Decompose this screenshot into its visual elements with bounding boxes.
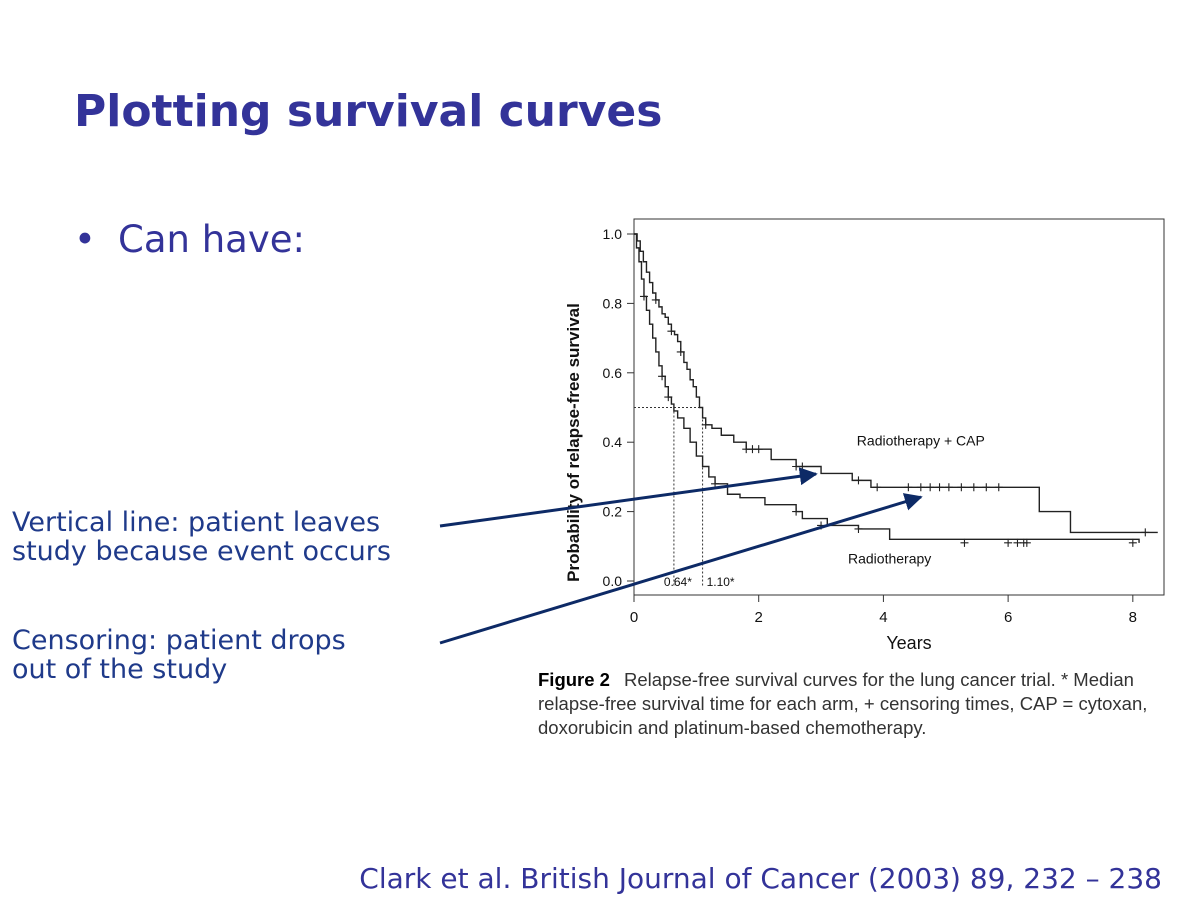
series-label: Radiotherapy [848, 551, 931, 567]
median-label: 0.64* [664, 575, 692, 589]
censor-mark [1141, 528, 1150, 537]
censor-mark [982, 483, 991, 492]
x-tick-label: 8 [1129, 609, 1137, 626]
censor-mark [969, 483, 978, 492]
bullet-item: • Can have: [74, 218, 305, 261]
y-tick-label: 1.0 [603, 226, 623, 242]
y-tick-label: 0.6 [603, 365, 623, 381]
censor-mark [854, 476, 863, 485]
censor-mark [651, 295, 660, 304]
censor-mark [639, 292, 648, 301]
y-tick-label: 0.8 [603, 295, 623, 311]
censor-mark [701, 420, 710, 429]
x-tick-label: 4 [879, 609, 887, 626]
censor-mark [994, 483, 1003, 492]
censor-mark [798, 462, 807, 471]
censor-mark [926, 483, 935, 492]
series-layer [634, 233, 1158, 547]
censoring-arrow [439, 493, 923, 645]
caption-line: Relapse-free survival curves for the lun… [623, 669, 1134, 690]
median-label: 1.10* [707, 575, 735, 589]
bullet-marker: • [74, 218, 96, 261]
median-reference-lines: 0.64* 1.10* [634, 407, 735, 589]
censor-mark [854, 524, 863, 533]
event-arrow [439, 467, 818, 528]
censor-mark [667, 327, 676, 336]
censor-mark [957, 483, 966, 492]
censor-mark [1128, 538, 1137, 547]
censor-mark [916, 483, 925, 492]
figure-label: Figure 2 [538, 669, 610, 690]
chart-axes: 0.0 0.2 0.4 0.6 0.8 1.0 0 2 4 6 8 Years Probability … [564, 226, 1137, 653]
censor-mark [676, 347, 685, 356]
chart-labels: Radiotherapy + CAP Radiotherapy [848, 433, 985, 567]
censor-mark [1022, 538, 1031, 547]
y-tick-label: 0.0 [603, 573, 623, 589]
censor-mark [873, 483, 882, 492]
annotation-line: Censoring: patient drops [12, 625, 346, 656]
bullet-text: Can have: [118, 218, 305, 261]
censor-mark [664, 393, 673, 402]
x-tick-label: 2 [755, 609, 763, 626]
plot-frame [633, 218, 1165, 596]
figure-caption: Figure 2 Relapse-free survival curves for… [538, 668, 1198, 740]
censor-mark [658, 372, 667, 381]
vertical-line-annotation: Vertical line: patient leaves study beca… [12, 508, 391, 566]
censoring-annotation: Censoring: patient drops out of the stud… [12, 626, 346, 684]
censor-mark [1004, 538, 1013, 547]
x-axis-label: Years [886, 633, 931, 653]
series-label: Radiotherapy + CAP [857, 433, 985, 449]
annotation-line: study because event occurs [12, 536, 391, 567]
citation: Clark et al. British Journal of Cancer (… [359, 862, 1162, 895]
censor-mark [960, 538, 969, 547]
caption-line: doxorubicin and platinum-based chemother… [538, 717, 927, 738]
y-axis-label: Probability of relapse-free survival [564, 303, 583, 582]
y-tick-label: 0.2 [603, 504, 623, 520]
slide-title: Plotting survival curves [74, 86, 663, 137]
series-line [634, 233, 1140, 543]
censor-mark [792, 507, 801, 516]
annotation-line: Vertical line: patient leaves [12, 507, 381, 538]
censor-mark [754, 445, 763, 454]
annotation-line: out of the study [12, 654, 228, 685]
x-tick-label: 0 [630, 609, 638, 626]
censor-mark [904, 483, 913, 492]
y-tick-label: 0.4 [603, 434, 623, 450]
censor-mark [944, 483, 953, 492]
censor-mark [935, 483, 944, 492]
caption-line: relapse-free survival time for each arm,… [538, 693, 1148, 714]
x-tick-label: 6 [1004, 609, 1012, 626]
